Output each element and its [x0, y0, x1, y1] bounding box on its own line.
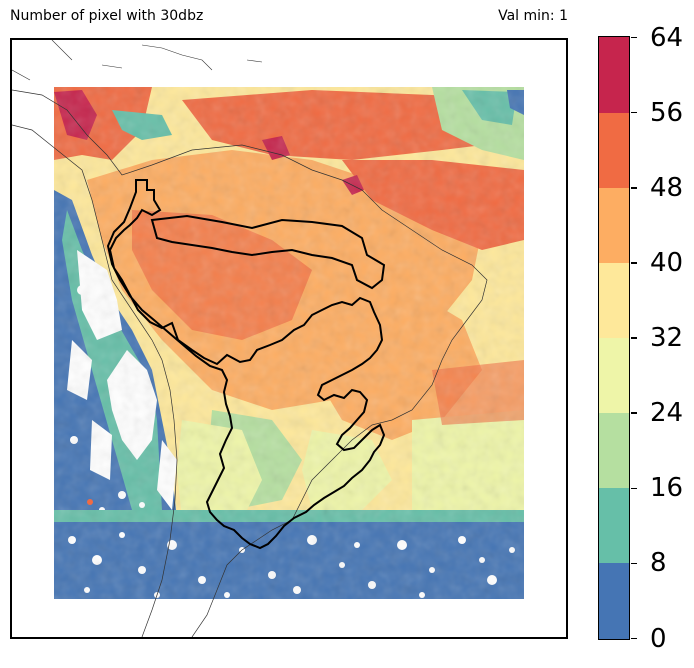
- colorbar-tick-label: 32: [650, 323, 684, 353]
- basin-outline: [106, 179, 386, 550]
- basin-outline-north: [150, 214, 386, 290]
- colorbar-tick: [631, 262, 637, 264]
- colorbar-tick-label: 24: [650, 398, 684, 429]
- colorbar: [598, 36, 630, 640]
- colorbar-tick-label: 40: [650, 247, 684, 278]
- colorbar-tick: [631, 562, 637, 565]
- colorbar-segment: [599, 562, 629, 639]
- colorbar-tick-label: 0: [650, 623, 667, 654]
- colorbar-segment: [599, 337, 629, 414]
- colorbar-tick-label: 56: [650, 97, 684, 128]
- coastline: [12, 89, 488, 637]
- colorbar-segment: [599, 37, 629, 113]
- colorbar-tick: [631, 36, 637, 39]
- colorbar-tick: [631, 487, 637, 489]
- colorbar-segment: [599, 412, 629, 489]
- central-america-coast: [12, 40, 73, 81]
- colorbar-tick: [631, 637, 637, 640]
- colorbar-segment: [599, 112, 629, 188]
- min-value-annotation: Val min: 1: [498, 8, 568, 24]
- colorbar-tick-label: 48: [650, 172, 684, 203]
- colorbar-tick-label: 8: [650, 548, 667, 579]
- colorbar-tick: [631, 412, 637, 414]
- colorbar-segment: [599, 262, 629, 338]
- map-canvas: [12, 40, 524, 637]
- colorbar-segment: [599, 487, 629, 564]
- island-mark: [87, 499, 93, 505]
- field-texture: [54, 87, 524, 599]
- colorbar-tick: [631, 337, 637, 339]
- colorbar-tick: [631, 187, 637, 189]
- map-panel: [10, 38, 568, 639]
- colorbar-tick-label: 16: [650, 473, 684, 504]
- colorbar-tick: [631, 111, 637, 114]
- colorbar-segment: [599, 187, 629, 263]
- caribbean-islands: [101, 44, 263, 71]
- chart-title: Number of pixel with 30dbz: [10, 8, 204, 24]
- colorbar-tick-label: 64: [650, 22, 684, 53]
